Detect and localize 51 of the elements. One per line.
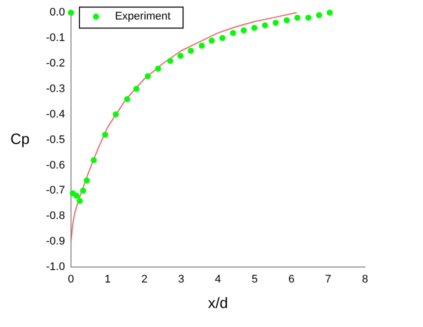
y-tick-label: -0.6 bbox=[46, 159, 65, 172]
point bbox=[284, 17, 290, 24]
y-tick-label: -0.5 bbox=[46, 134, 65, 146]
point bbox=[90, 157, 97, 164]
point bbox=[251, 24, 258, 31]
y-tick-label: -0.7 bbox=[46, 184, 65, 197]
y-tick-label: -0.2 bbox=[46, 58, 65, 70]
point bbox=[124, 96, 130, 102]
y-axis-title: Cp bbox=[10, 130, 30, 148]
point bbox=[133, 86, 140, 92]
point bbox=[112, 111, 119, 118]
point bbox=[294, 14, 300, 21]
x-tick-label: 0 bbox=[68, 274, 74, 286]
point bbox=[198, 42, 205, 49]
x-tick-label: 7 bbox=[325, 274, 332, 286]
y-tick-label: -0.3 bbox=[46, 82, 65, 95]
point bbox=[316, 12, 322, 18]
y-tick-label: -0.8 bbox=[46, 210, 65, 222]
point bbox=[68, 10, 74, 16]
point bbox=[102, 132, 108, 138]
legend-label: Experiment bbox=[114, 10, 171, 23]
point bbox=[73, 192, 80, 199]
x-tick-label: 1 bbox=[104, 274, 111, 286]
point bbox=[167, 58, 174, 64]
point bbox=[230, 30, 236, 36]
x-tick-label: 4 bbox=[214, 274, 222, 286]
y-tick-label: -0.4 bbox=[46, 108, 65, 120]
x-tick-label: 6 bbox=[288, 274, 295, 286]
point bbox=[188, 48, 194, 54]
point bbox=[76, 198, 83, 204]
point bbox=[84, 178, 90, 184]
y-tick-label: -0.1 bbox=[46, 32, 65, 44]
x-tick-label: 5 bbox=[252, 274, 258, 286]
point bbox=[262, 22, 268, 28]
y-tick-label: 0.0 bbox=[50, 6, 65, 19]
point bbox=[219, 35, 226, 42]
point bbox=[326, 10, 333, 16]
point bbox=[144, 73, 151, 80]
point bbox=[208, 38, 215, 44]
y-tick-label: -1.0 bbox=[46, 261, 65, 274]
point bbox=[272, 20, 279, 26]
x-tick-label: 2 bbox=[141, 274, 148, 286]
point bbox=[155, 66, 162, 72]
point bbox=[305, 14, 312, 21]
point bbox=[80, 188, 86, 194]
x-tick-label: 3 bbox=[178, 274, 184, 286]
point bbox=[177, 52, 184, 59]
point bbox=[240, 27, 247, 34]
y-tick-label: -0.9 bbox=[46, 236, 65, 248]
x-tick-label: 8 bbox=[362, 274, 368, 286]
x-axis-title: x/d bbox=[208, 295, 228, 312]
